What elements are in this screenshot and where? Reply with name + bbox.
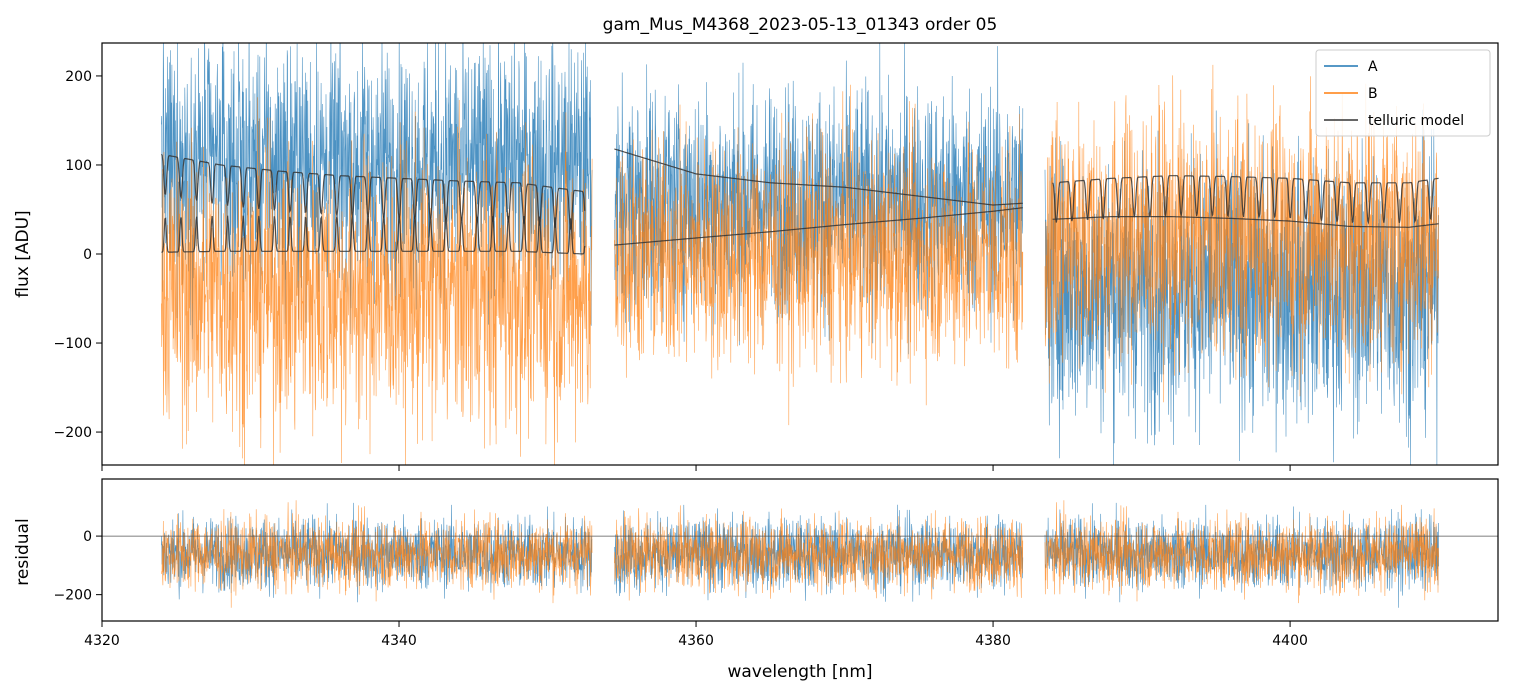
residual-y-tick-label: 0 [83, 529, 92, 545]
series-b-segment [1044, 64, 1439, 403]
main-plot-area: −200 −100 0 100 200 flux [ADU] A B telluric … [13, 42, 1499, 471]
x-tick-label: 4400 [1272, 633, 1308, 649]
telluric-model-trace [160, 148, 1439, 255]
x-tick-label: 4380 [975, 633, 1011, 649]
residual-y-tick-label: −200 [54, 588, 92, 604]
legend-box [1315, 49, 1491, 137]
series-b-segment [614, 84, 1024, 426]
residual-series-b-trace [161, 500, 1439, 608]
x-tick-label: 4340 [381, 633, 417, 649]
series-b-segment [161, 97, 593, 465]
residual-x-axis: 4320 4340 4360 4380 4400 [84, 621, 1308, 649]
telluric-model-curve [614, 148, 1023, 206]
legend-a-label: A [1368, 59, 1378, 75]
residual-plot-area: −200 0 4320 4340 4360 4380 4400 residual wave… [13, 478, 1499, 682]
residual-b-segment [614, 505, 1024, 601]
residual-y-axis: −200 0 [54, 529, 102, 604]
telluric-model-curve [1052, 175, 1439, 225]
x-tick-label: 4360 [678, 633, 714, 649]
main-y-tick-label: −200 [54, 425, 92, 441]
residual-b-segment [1044, 500, 1439, 604]
main-y-axis: −200 −100 0 100 200 [54, 69, 102, 441]
series-b-trace [161, 64, 1439, 465]
legend-telluric-label: telluric model [1368, 113, 1464, 129]
legend: A B telluric model [1315, 49, 1491, 137]
main-y-tick-label: 100 [65, 158, 92, 174]
telluric-model-curve [614, 207, 1023, 246]
main-y-axis-label: flux [ADU] [13, 210, 33, 297]
chart-title: gam_Mus_M4368_2023-05-13_01343 order 05 [603, 15, 998, 35]
legend-b-label: B [1368, 86, 1378, 102]
main-y-tick-label: 0 [83, 247, 92, 263]
x-axis-label: wavelength [nm] [727, 662, 872, 682]
main-x-axis [101, 465, 1291, 471]
main-y-tick-label: −100 [54, 336, 92, 352]
residual-y-axis-label: residual [13, 518, 33, 585]
main-y-tick-label: 200 [65, 69, 92, 85]
residual-b-segment [161, 500, 593, 608]
series-a-segment [161, 43, 593, 340]
residual-axes-frame [101, 478, 1499, 622]
telluric-model-curve [1052, 216, 1439, 228]
x-tick-label: 4320 [84, 633, 120, 649]
telluric-model-curve [161, 215, 586, 255]
telluric-model-curve [160, 153, 586, 230]
